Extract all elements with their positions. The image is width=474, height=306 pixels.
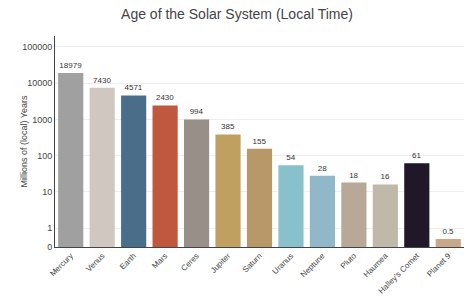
svg-text:Halley's Comet: Halley's Comet (377, 251, 422, 296)
svg-text:100: 100 (37, 151, 52, 161)
svg-text:Mars: Mars (150, 251, 169, 270)
svg-text:4571: 4571 (124, 83, 142, 92)
svg-text:54: 54 (286, 153, 295, 162)
svg-text:Neptune: Neptune (299, 251, 327, 279)
svg-text:Mercury: Mercury (48, 251, 75, 278)
svg-text:Pluto: Pluto (339, 251, 359, 271)
svg-text:0: 0 (47, 242, 52, 252)
svg-text:16: 16 (381, 172, 390, 181)
svg-text:100000: 100000 (22, 42, 52, 52)
svg-text:155: 155 (253, 137, 267, 146)
svg-text:0.5: 0.5 (442, 227, 454, 236)
svg-text:1000: 1000 (32, 115, 52, 125)
svg-text:994: 994 (190, 107, 204, 116)
svg-text:7430: 7430 (93, 76, 111, 85)
svg-text:Uranus: Uranus (271, 251, 296, 276)
svg-text:10: 10 (42, 187, 52, 197)
svg-text:Age of the Solar System (Local: Age of the Solar System (Local Time) (121, 6, 353, 22)
svg-text:1: 1 (47, 223, 52, 233)
svg-text:18979: 18979 (59, 61, 82, 70)
svg-text:28: 28 (318, 164, 327, 173)
svg-text:2430: 2430 (156, 93, 174, 102)
svg-text:Earth: Earth (118, 251, 138, 271)
svg-text:Jupiter: Jupiter (209, 251, 233, 275)
svg-text:10000: 10000 (27, 78, 52, 88)
svg-text:Haumea: Haumea (362, 251, 390, 279)
svg-text:Saturn: Saturn (241, 251, 264, 274)
svg-text:385: 385 (221, 122, 235, 131)
svg-text:18: 18 (349, 171, 358, 180)
svg-text:Planet 9: Planet 9 (425, 251, 453, 279)
svg-text:Ceres: Ceres (179, 251, 200, 272)
svg-text:Venus: Venus (84, 251, 106, 273)
svg-text:Millions of (local) Years: Millions of (local) Years (19, 95, 29, 188)
svg-text:61: 61 (412, 151, 421, 160)
